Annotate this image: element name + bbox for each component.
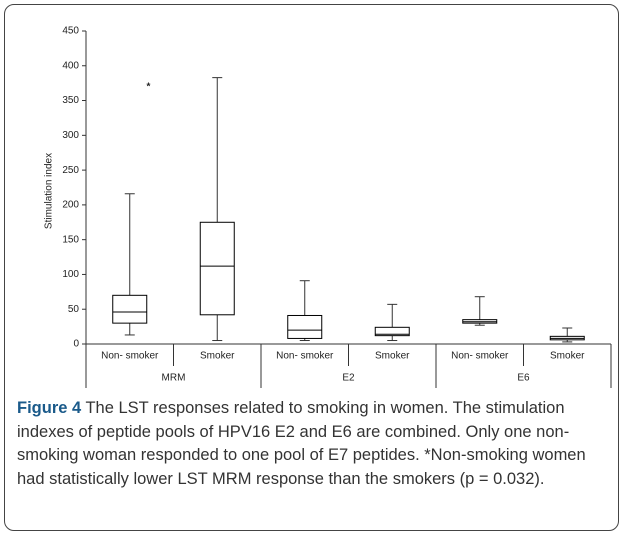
caption: Figure 4 The LST responses related to sm… xyxy=(17,397,617,491)
box xyxy=(112,294,148,324)
y-tick-label: 200 xyxy=(62,200,79,211)
annotation: * xyxy=(147,81,151,92)
box xyxy=(374,326,410,337)
box xyxy=(287,314,323,339)
x-tick-label: Non- smoker xyxy=(101,351,159,362)
chart: Stimulation index 0 50 100 150 200 250 300 350 4… xyxy=(44,26,612,388)
group-label: MRM xyxy=(162,373,186,384)
group-label: E2 xyxy=(342,373,355,384)
y-tick-label: 150 xyxy=(62,234,79,245)
y-tick-label: 0 xyxy=(73,339,79,350)
y-tick-label: 350 xyxy=(62,95,79,106)
y-tick-label: 100 xyxy=(62,269,79,280)
caption-label: Figure 4 xyxy=(17,399,82,417)
x-tick-label: Non- smoker xyxy=(276,351,334,362)
x-tick-label: Smoker xyxy=(200,351,235,362)
figure: Stimulation index 0 50 100 150 200 250 300 350 4… xyxy=(4,4,619,531)
y-tick-label: 300 xyxy=(62,130,79,141)
y-tick-label: 50 xyxy=(68,304,80,315)
y-axis-label: Stimulation index xyxy=(44,153,55,229)
x-tick-label: Smoker xyxy=(375,351,410,362)
x-tick-label: Non- smoker xyxy=(451,351,509,362)
y-tick-label: 250 xyxy=(62,165,79,176)
x-tick-label: Smoker xyxy=(550,351,585,362)
y-tick-label: 400 xyxy=(62,60,79,71)
group-label: E6 xyxy=(517,373,530,384)
y-tick-label: 450 xyxy=(62,26,79,37)
box xyxy=(199,221,235,316)
caption-text: The LST responses related to smoking in … xyxy=(17,399,586,488)
